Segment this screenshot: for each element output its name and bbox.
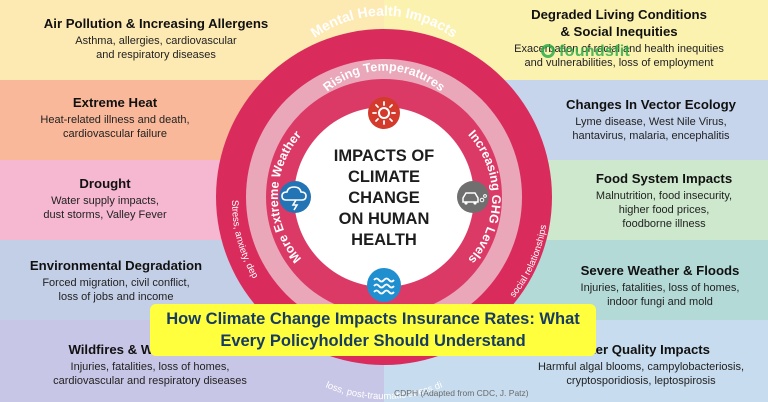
- item-desc-line: dust storms, Valley Fever: [43, 209, 167, 221]
- item-severe-weather: Severe Weather & Floods Injuries, fatali…: [552, 262, 768, 309]
- item-desc-line: loss of jobs and income: [58, 291, 174, 303]
- source-credit: CDPH (Adapted from CDC, J. Patz): [394, 388, 529, 398]
- item-desc-line: Asthma, allergies, cardiovascular: [75, 35, 237, 47]
- center-title-line: HEALTH: [351, 231, 417, 249]
- center-title-line: ON HUMAN: [339, 210, 430, 228]
- item-desc-line: Forced migration, civil conflict,: [42, 277, 190, 289]
- item-desc-line: Harmful algal blooms, campylobacteriosis…: [537, 361, 745, 373]
- item-drought: Drought Water supply impacts, dust storm…: [0, 175, 210, 222]
- watermark-text: foundsfit: [559, 43, 631, 60]
- item-extreme-heat: Extreme Heat Heat-related illness and de…: [0, 94, 230, 141]
- item-title: Extreme Heat: [72, 95, 158, 110]
- water-waves-icon: [367, 268, 401, 302]
- item-food-system: Food System Impacts Malnutrition, food i…: [560, 170, 768, 231]
- item-title: Water Quality Impacts: [571, 342, 711, 357]
- item-desc-line: and vulnerabilities, loss of employment: [524, 57, 714, 69]
- item-living-conditions: Degraded Living Conditions & Social Ineq…: [470, 6, 768, 70]
- sun-icon: [368, 97, 400, 129]
- item-title-line2: & Social Inequities: [560, 24, 678, 39]
- item-air-pollution: Air Pollution & Increasing Allergens Ast…: [6, 15, 306, 62]
- item-desc-line: Heat-related illness and death,: [40, 114, 190, 126]
- center-title-line: CHANGE: [348, 189, 420, 207]
- center-title: IMPACTS OF CLIMATE CHANGE ON HUMAN HEALT…: [334, 147, 435, 249]
- item-desc-line: Injuries, fatalities, loss of homes,: [580, 282, 740, 294]
- center-disc: [294, 107, 474, 287]
- watermark-circle-icon: [541, 44, 555, 58]
- car-emissions-icon: [457, 181, 489, 213]
- item-water-quality: Water Quality Impacts Harmful algal bloo…: [514, 341, 768, 388]
- item-vector-ecology: Changes In Vector Ecology Lyme disease, …: [534, 96, 768, 143]
- item-desc-line: Exacerbation of racial and health inequi…: [514, 43, 724, 55]
- item-title: Changes In Vector Ecology: [565, 97, 736, 112]
- item-desc-line: higher food prices,: [618, 204, 710, 216]
- item-desc-line: foodborne illness: [622, 218, 706, 230]
- item-title: Drought: [79, 176, 131, 191]
- item-desc-line: cryptosporidiosis, leptospirosis: [566, 375, 716, 387]
- item-environmental-degradation: Environmental Degradation Forced migrati…: [0, 257, 232, 304]
- item-desc-line: cardiovascular failure: [63, 128, 167, 140]
- item-desc-line: cardiovascular and respiratory diseases: [53, 375, 247, 387]
- article-title-banner: How Climate Change Impacts Insurance Rat…: [150, 304, 596, 356]
- item-desc-line: indoor fungi and mold: [607, 296, 713, 308]
- item-desc-line: Malnutrition, food insecurity,: [595, 190, 733, 202]
- item-desc-line: Lyme disease, West Nile Virus,: [575, 116, 727, 128]
- center-title-line: IMPACTS OF: [334, 147, 435, 165]
- item-desc-line: and respiratory diseases: [96, 49, 216, 61]
- center-title-line: CLIMATE: [348, 168, 420, 186]
- item-desc-line: hantavirus, malaria, encephalitis: [572, 130, 730, 142]
- item-title: Air Pollution & Increasing Allergens: [43, 16, 269, 31]
- item-desc-line: Water supply impacts,: [51, 195, 159, 207]
- item-title: Degraded Living Conditions: [531, 7, 707, 22]
- item-desc-line: Injuries, fatalities, loss of homes,: [70, 361, 230, 373]
- watermark-logo: foundsfit: [541, 43, 630, 61]
- item-title: Food System Impacts: [595, 171, 733, 186]
- storm-cloud-icon: [279, 181, 311, 213]
- article-title: How Climate Change Impacts Insurance Rat…: [166, 310, 580, 350]
- item-title: Environmental Degradation: [29, 258, 203, 273]
- item-title: Severe Weather & Floods: [580, 263, 740, 278]
